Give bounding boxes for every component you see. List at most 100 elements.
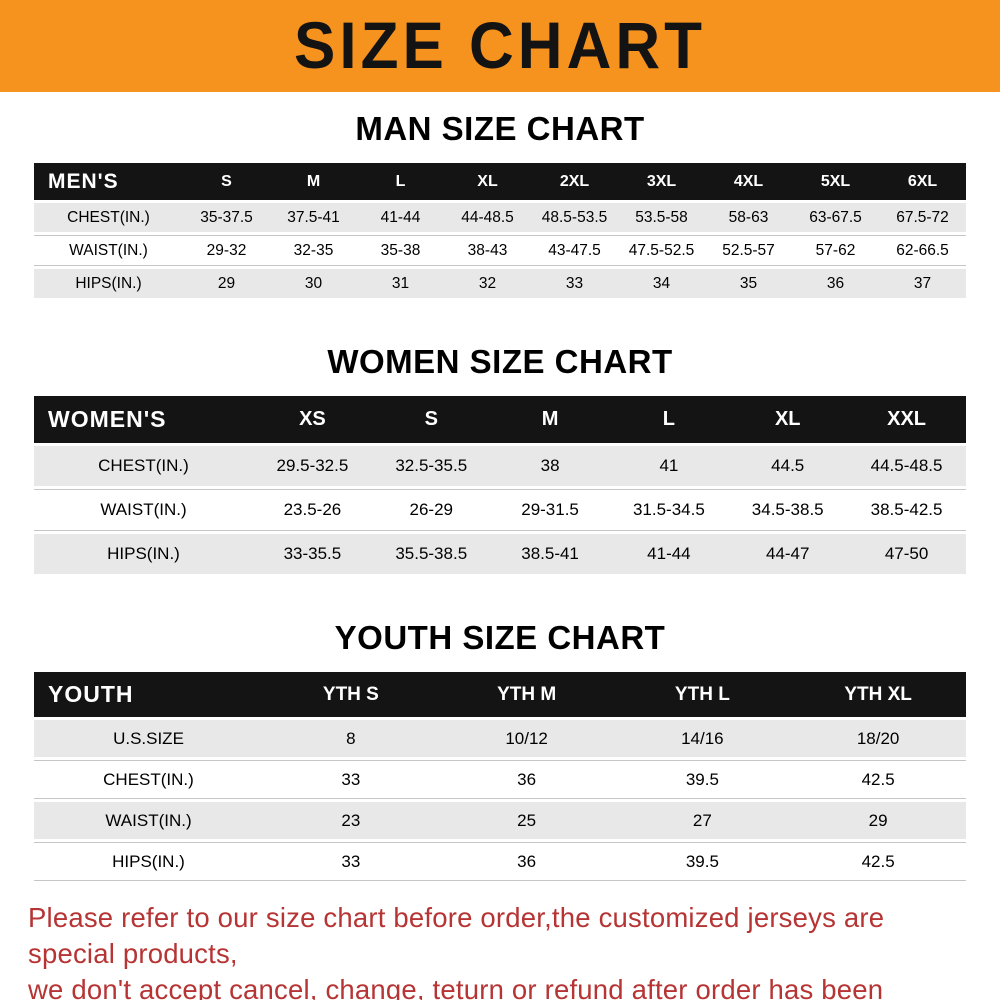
row-label: CHEST(IN.) — [34, 760, 263, 799]
size-value: 48.5-53.5 — [531, 203, 618, 232]
women-section-heading: WOMEN SIZE CHART — [327, 343, 673, 380]
table-label-header: WOMEN'S — [34, 396, 253, 443]
size-value: 10/12 — [438, 720, 615, 757]
size-value: 36 — [438, 842, 615, 881]
header-row: YOUTH YTH S YTH M YTH L YTH XL — [34, 672, 966, 717]
size-row: CHEST(IN.) 35-37.5 37.5-41 41-44 44-48.5 48.5… — [34, 203, 966, 232]
size-value: 44.5-48.5 — [847, 446, 966, 486]
size-value: 33 — [531, 269, 618, 298]
size-value: 34.5-38.5 — [728, 489, 848, 531]
size-value: 35 — [705, 269, 792, 298]
footer-line-2: we don't accept cancel, change, teturn o… — [28, 973, 884, 1000]
footer-line-1: Please refer to our size chart before or… — [28, 902, 885, 969]
size-value: 44-48.5 — [444, 203, 531, 232]
column-header: 5XL — [792, 163, 879, 200]
column-header: YTH L — [614, 672, 791, 717]
size-value: 57-62 — [792, 235, 879, 266]
youth-section-heading: YOUTH SIZE CHART — [334, 619, 666, 656]
size-value: 29 — [790, 802, 966, 839]
size-value: 42.5 — [790, 760, 966, 799]
size-table: MEN'S S M L XL 2XL 3XL 4XL 5XL 6XL CHEST(IN.) 35-37… — [34, 160, 966, 301]
size-value: 33-35.5 — [253, 534, 372, 574]
header-row: MEN'S S M L XL 2XL 3XL 4XL 5XL 6XL — [34, 163, 966, 200]
size-value: 41-44 — [357, 203, 444, 232]
men-size-table: MEN'S S M L XL 2XL 3XL 4XL 5XL 6XL CHEST(IN.) 35-37… — [0, 160, 1000, 301]
size-value: 38 — [490, 446, 610, 486]
size-row: WAIST(IN.) 23.5-26 26-29 29-31.5 31.5-34.5 34… — [34, 489, 966, 531]
size-value: 32-35 — [270, 235, 357, 266]
column-header: XXL — [847, 396, 966, 443]
table-label-header: MEN'S — [34, 163, 183, 200]
column-header: M — [490, 396, 610, 443]
page-title: SIZE CHART — [294, 9, 706, 83]
size-table: YOUTH YTH S YTH M YTH L YTH XL U.S.SIZE 8 10/12… — [34, 669, 966, 884]
size-value: 36 — [792, 269, 879, 298]
size-value: 18/20 — [790, 720, 966, 757]
size-value: 41-44 — [609, 534, 729, 574]
row-label: HIPS(IN.) — [34, 534, 253, 574]
size-value: 33 — [263, 842, 439, 881]
row-label: U.S.SIZE — [34, 720, 263, 757]
size-value: 29-32 — [183, 235, 270, 266]
size-value: 58-63 — [705, 203, 792, 232]
column-header: 2XL — [531, 163, 618, 200]
size-value: 32 — [444, 269, 531, 298]
size-value: 33 — [263, 760, 439, 799]
size-value: 47-50 — [847, 534, 966, 574]
size-value: 41 — [609, 446, 729, 486]
size-value: 39.5 — [614, 760, 791, 799]
size-value: 26-29 — [371, 489, 491, 531]
row-label: WAIST(IN.) — [34, 802, 263, 839]
size-value: 44.5 — [728, 446, 848, 486]
size-value: 29-31.5 — [490, 489, 610, 531]
size-row: CHEST(IN.) 33 36 39.5 42.5 — [34, 760, 966, 799]
row-label: HIPS(IN.) — [34, 269, 183, 298]
row-label: WAIST(IN.) — [34, 235, 183, 266]
size-value: 44-47 — [728, 534, 848, 574]
youth-size-table: YOUTH YTH S YTH M YTH L YTH XL U.S.SIZE 8 10/12… — [0, 669, 1000, 884]
size-value: 42.5 — [790, 842, 966, 881]
size-value: 34 — [618, 269, 705, 298]
man-section-heading: MAN SIZE CHART — [355, 110, 645, 147]
column-header: YTH M — [438, 672, 615, 717]
column-header: L — [609, 396, 729, 443]
size-value: 35-37.5 — [183, 203, 270, 232]
size-value: 29.5-32.5 — [253, 446, 372, 486]
size-table: WOMEN'S XS S M L XL XXL CHEST(IN.) 29.5-32.5 32.5… — [34, 393, 966, 577]
size-row: U.S.SIZE 8 10/12 14/16 18/20 — [34, 720, 966, 757]
size-value: 62-66.5 — [879, 235, 966, 266]
size-value: 63-67.5 — [792, 203, 879, 232]
size-value: 23.5-26 — [253, 489, 372, 531]
size-value: 37.5-41 — [270, 203, 357, 232]
column-header: 3XL — [618, 163, 705, 200]
size-value: 36 — [438, 760, 615, 799]
column-header: XS — [253, 396, 372, 443]
size-value: 38.5-42.5 — [847, 489, 966, 531]
size-value: 32.5-35.5 — [371, 446, 491, 486]
size-value: 37 — [879, 269, 966, 298]
column-header: S — [371, 396, 491, 443]
footer-note: Please refer to our size chart before or… — [28, 900, 972, 1000]
size-value: 31 — [357, 269, 444, 298]
size-value: 53.5-58 — [618, 203, 705, 232]
row-label: HIPS(IN.) — [34, 842, 263, 881]
table-label-header: YOUTH — [34, 672, 263, 717]
size-row: CHEST(IN.) 29.5-32.5 32.5-35.5 38 41 44.5 44.5… — [34, 446, 966, 486]
column-header: YTH S — [263, 672, 439, 717]
column-header: 6XL — [879, 163, 966, 200]
size-value: 27 — [614, 802, 791, 839]
size-value: 23 — [263, 802, 439, 839]
size-value: 43-47.5 — [531, 235, 618, 266]
size-value: 47.5-52.5 — [618, 235, 705, 266]
size-row: WAIST(IN.) 23 25 27 29 — [34, 802, 966, 839]
column-header: XL — [444, 163, 531, 200]
size-value: 67.5-72 — [879, 203, 966, 232]
size-value: 39.5 — [614, 842, 791, 881]
column-header: 4XL — [705, 163, 792, 200]
row-label: CHEST(IN.) — [34, 203, 183, 232]
size-value: 29 — [183, 269, 270, 298]
column-header: L — [357, 163, 444, 200]
row-label: WAIST(IN.) — [34, 489, 253, 531]
column-header: XL — [728, 396, 848, 443]
